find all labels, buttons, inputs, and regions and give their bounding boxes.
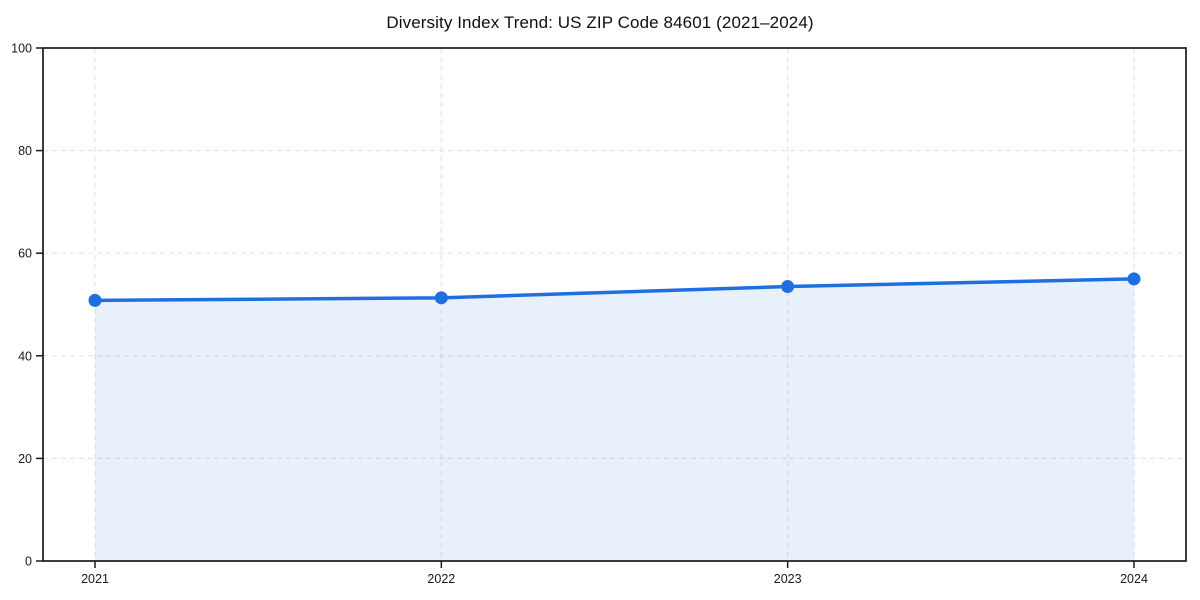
data-point-2023 bbox=[781, 280, 795, 294]
plot-border bbox=[42, 47, 1187, 562]
y-tick-label-20: 20 bbox=[18, 452, 32, 466]
y-tick-label-80: 80 bbox=[18, 144, 32, 158]
data-point-2024 bbox=[1127, 272, 1141, 286]
y-tick-label-60: 60 bbox=[18, 247, 32, 261]
data-point-2022 bbox=[434, 291, 448, 305]
chart-title: Diversity Index Trend: US ZIP Code 84601… bbox=[386, 13, 814, 32]
y-tick-label-40: 40 bbox=[18, 349, 32, 363]
x-tick-label-2021: 2021 bbox=[81, 572, 109, 586]
y-tick-label-100: 100 bbox=[11, 42, 32, 56]
x-tick-label-2023: 2023 bbox=[774, 572, 802, 586]
area-fill bbox=[95, 278, 1134, 561]
data-point-2021 bbox=[88, 293, 102, 307]
trend-line bbox=[93, 277, 1136, 303]
x-tick-label-2022: 2022 bbox=[427, 572, 455, 586]
x-tick-label-2024: 2024 bbox=[1120, 572, 1148, 586]
y-tick-label-0: 0 bbox=[25, 555, 32, 569]
